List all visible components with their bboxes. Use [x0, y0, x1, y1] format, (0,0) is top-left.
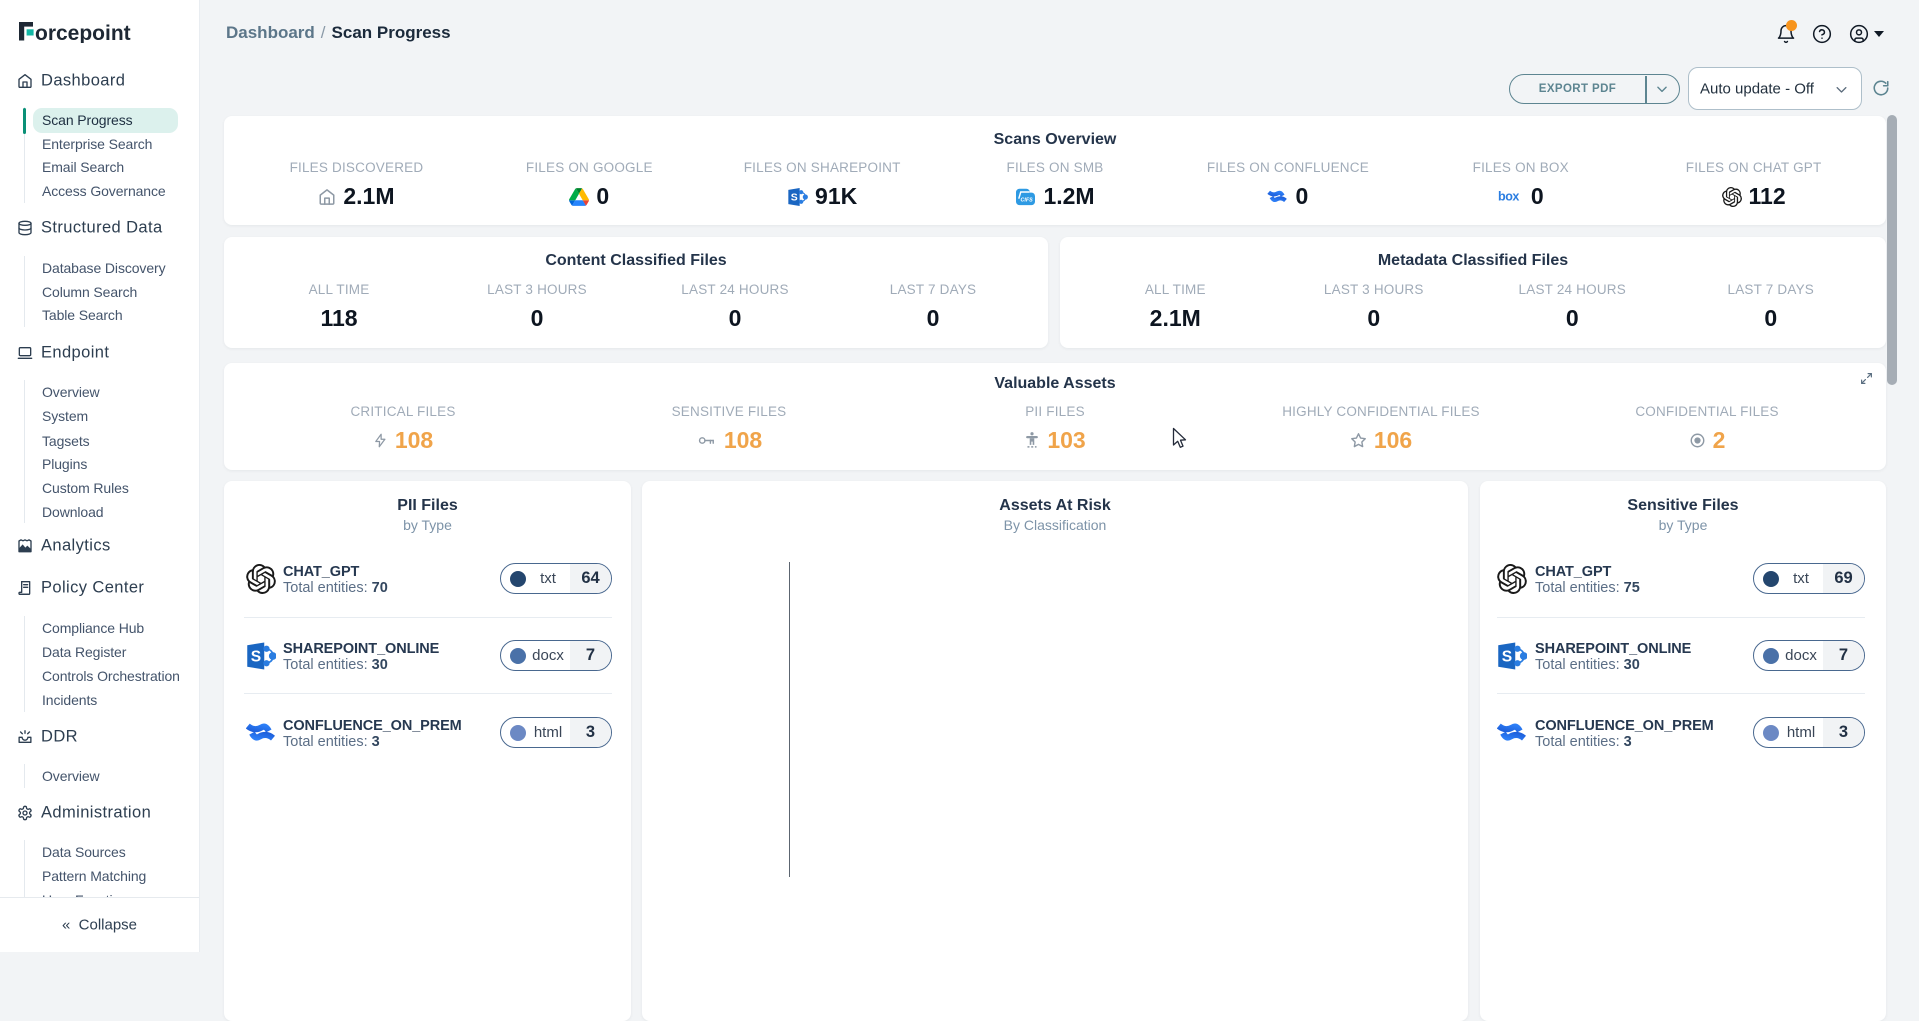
svg-text:orcepoint: orcepoint: [35, 22, 131, 43]
svg-text:S: S: [251, 649, 261, 666]
svg-text:S: S: [1502, 649, 1512, 666]
svg-text:CIFS: CIFS: [1021, 198, 1034, 204]
svg-text:S: S: [791, 192, 798, 203]
svg-text:box: box: [1498, 190, 1519, 204]
